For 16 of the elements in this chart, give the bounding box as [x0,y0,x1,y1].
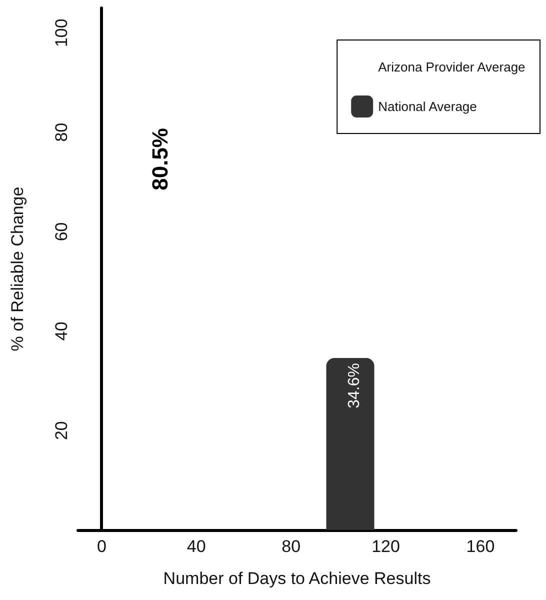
y-tick-label: 20 [52,421,71,440]
y-tick-label: 40 [52,322,71,341]
x-tick-label: 120 [372,537,400,556]
x-axis-title: Number of Days to Achieve Results [163,569,431,588]
x-tick-label: 160 [466,537,495,556]
y-tick-label: 80 [52,122,71,142]
y-tick-label: 100 [52,18,71,48]
legend-label: National Average [378,99,477,114]
y-axis-title: % of Reliable Change [8,186,27,352]
x-tick-label: 80 [282,537,301,556]
text: Arizona Provider Average [378,60,526,74]
annotation: 80.5% [148,128,172,190]
x-tick-label: 40 [186,537,206,556]
y-tick-label: 60 [52,222,71,242]
data-label: 34.6% [346,362,363,408]
x-tick-label: 0 [96,537,106,556]
